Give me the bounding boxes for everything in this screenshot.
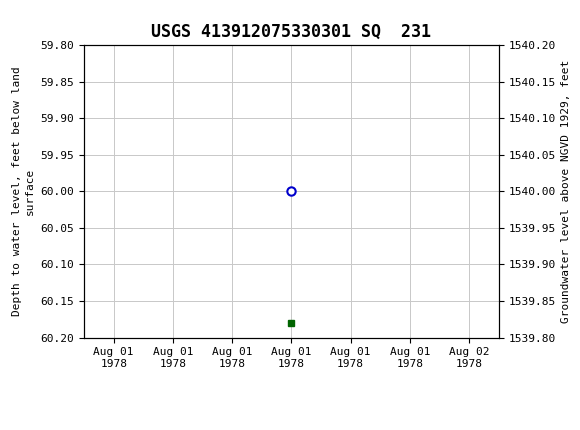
- Y-axis label: Groundwater level above NGVD 1929, feet: Groundwater level above NGVD 1929, feet: [561, 60, 571, 323]
- Text: USGS: USGS: [44, 9, 99, 27]
- Title: USGS 413912075330301 SQ  231: USGS 413912075330301 SQ 231: [151, 23, 432, 41]
- Y-axis label: Depth to water level, feet below land
surface: Depth to water level, feet below land su…: [12, 67, 35, 316]
